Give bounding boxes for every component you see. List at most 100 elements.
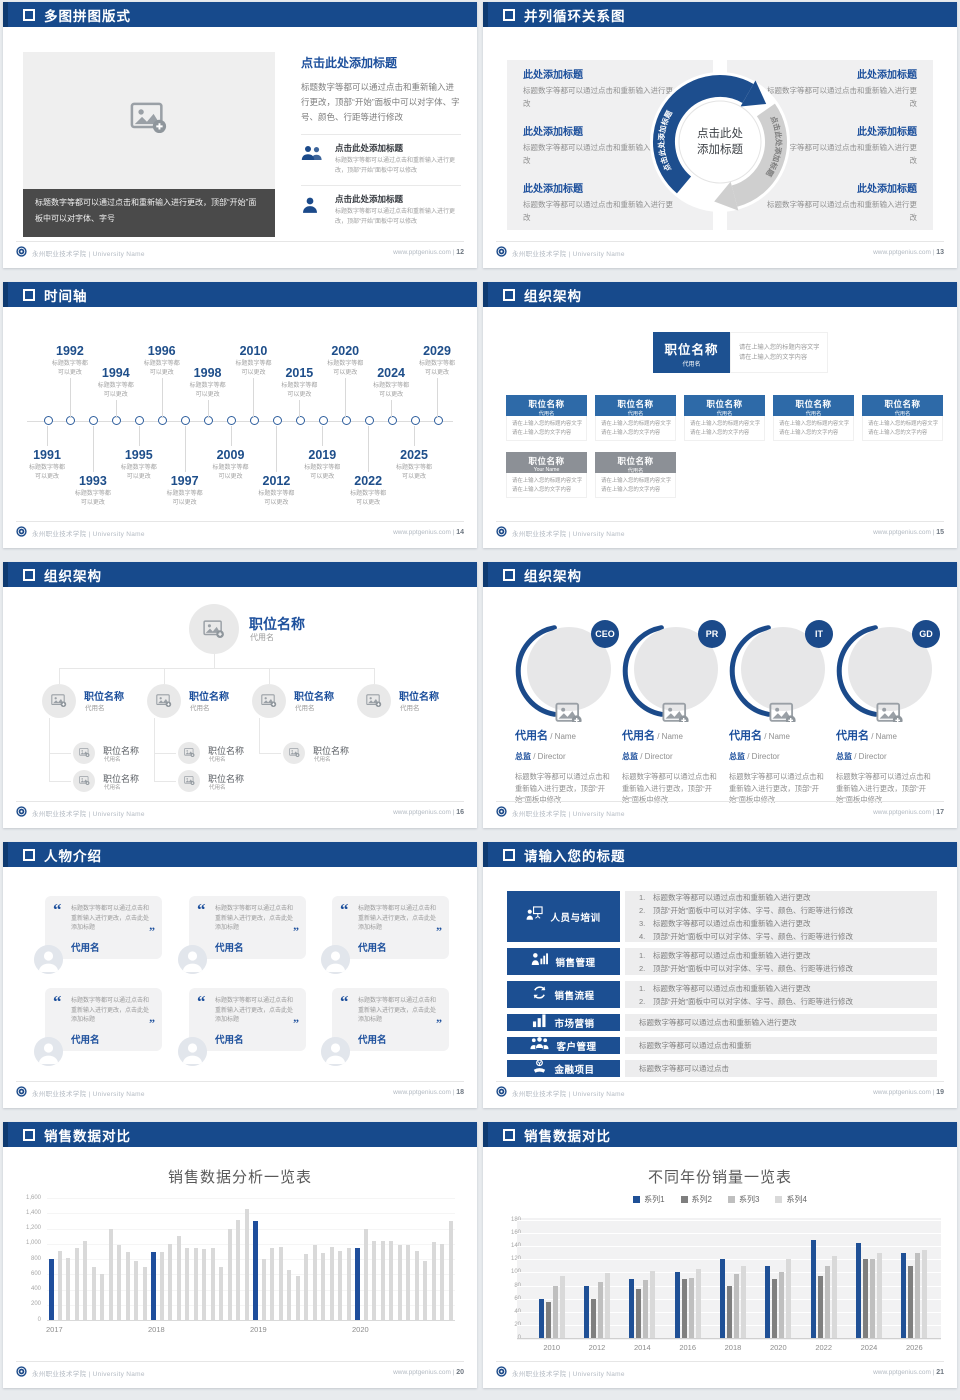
- quote-card: “ ” 标题数字等都可以通过点击和重新输入进行更改，点击此处添加标题 代用名: [45, 988, 162, 1051]
- bar: [431, 1242, 436, 1320]
- y-axis-tick-label: 140: [510, 1243, 521, 1250]
- org-root-card: 职位名称 代用名: [653, 332, 730, 373]
- bar: [236, 1220, 240, 1320]
- agenda-line-number: 1.: [639, 983, 646, 993]
- person-role: 总监: [622, 752, 638, 761]
- slide-13-cycle-diagram[interactable]: 并列循环关系图 此处添加标题 标题数字等都可以通过点击和重新输入进行更改 此处添加标…: [483, 2, 957, 268]
- agenda-button-3[interactable]: 销售流程: [507, 981, 620, 1008]
- note-line: 标题数字等都: [189, 383, 226, 389]
- open-quote-icon: “: [340, 900, 349, 919]
- agenda-line-text: 顶部“开始”面板中可以对字体、字号、颜色、行距等进行修改: [653, 905, 853, 915]
- timeline-year-label: 1996 标题数字等都 可以更改: [135, 344, 189, 377]
- slide-16-org-chart-tree[interactable]: 组织架构 职位名称 代用名 职位名称 代用名 职位名称 代用名 职位名称 代用名 职位名称 代用名…: [3, 562, 477, 828]
- footer-organization: 永州职业技术学院 | University Name: [512, 1090, 625, 1098]
- footer-site: www.pptgenius.com |: [393, 529, 457, 536]
- avatar: [178, 1037, 207, 1066]
- org-card-alias: 代用名: [627, 468, 644, 474]
- image-icon: [183, 776, 194, 786]
- item-text: 标题数字等都可以通过点击和重新输入进行更改，顶部“开始”面板中可以修改: [335, 209, 456, 225]
- university-logo-icon: [16, 1366, 27, 1379]
- series-bar: [856, 1242, 861, 1338]
- slide-20-sales-bar-chart[interactable]: 销售数据对比 销售数据分析一览表 0 200 400 600 800 1,000 1,200…: [3, 1122, 477, 1388]
- bar: [108, 1228, 113, 1320]
- note-line: 可以更改: [333, 369, 358, 376]
- legend-item: 系列1: [633, 1194, 665, 1205]
- org-card-name: 职位名称: [706, 399, 743, 409]
- item-text: 标题数字等都可以通过点击和重新输入进行更改，顶部“开始”面板中可以修改: [335, 158, 456, 174]
- card-line: 请在上输入您的标题内容文字: [512, 478, 583, 484]
- agenda-button-label: 客户管理: [556, 1041, 597, 1053]
- series-bar: [779, 1272, 785, 1338]
- agenda-button-1[interactable]: 人员与培训: [507, 891, 620, 942]
- timeline-stem: [92, 426, 94, 472]
- note-line: 标题数字等都: [396, 465, 433, 471]
- org-card-name: 职位名称: [528, 399, 565, 409]
- card-line: 请在上输入您的文字内容: [601, 429, 661, 436]
- org-child-name: 职位名称: [103, 746, 140, 756]
- close-quote-icon: ”: [149, 924, 155, 938]
- image-caption: 标题数字等都可以通过点击和重新输入进行更改，顶部“开始”面板中可以对字体、字号: [23, 189, 275, 237]
- bar: [168, 1243, 172, 1320]
- close-quote-icon: ”: [293, 924, 299, 938]
- note-line: 标题数字等都: [97, 383, 134, 389]
- agenda-button-5[interactable]: 客户管理: [507, 1037, 620, 1054]
- slide-18-people-intro[interactable]: 人物介绍 “” 标题数字等都可以通过点击和重新输入进行更改，点击此处添加标题 代用名…: [3, 842, 477, 1108]
- cycle-arrows-diagram: 点击此处添加标题 点击此处添加标题: [640, 62, 800, 222]
- slide-header: 销售数据对比: [3, 1122, 477, 1147]
- quote-name: 代用名: [358, 943, 387, 954]
- series-bar: [765, 1265, 771, 1338]
- agenda-line-number: 1.: [639, 892, 646, 902]
- timeline-year-label: 1992 标题数字等都 可以更改: [43, 344, 97, 377]
- note-line: 标题数字等都: [350, 491, 387, 497]
- footer-page-number: 16: [456, 809, 464, 816]
- timeline-year-label: 1998 标题数字等都 可以更改: [181, 366, 235, 399]
- card-line: 请在上输入您的文字内容: [690, 429, 750, 436]
- agenda-line-number: 1.: [639, 950, 646, 960]
- timeline-year-label: 2012 标题数字等都 可以更改: [249, 474, 303, 507]
- series-bar: [908, 1265, 914, 1338]
- slide-17-org-chart-people[interactable]: 组织架构 CEO 代用名 / Name 总监 / Director 标题数字等都可以通…: [483, 562, 957, 828]
- image-icon: [78, 748, 89, 758]
- timeline-dot: [112, 416, 122, 425]
- open-quote-icon: “: [53, 900, 62, 919]
- slide-19-agenda-list[interactable]: 请输入您的标题 人员与培训 1. 标题数字等都可以通过点击和重新输入进行更改 2. 顶部…: [483, 842, 957, 1108]
- slide-15-org-chart-cards[interactable]: 组织架构 职位名称 代用名 请在上输入您的标题内容文字 请在上输入您的文字内容 职…: [483, 282, 957, 548]
- agenda-line-number: 2.: [639, 963, 646, 973]
- legend-swatch: [775, 1196, 783, 1203]
- avatar: [34, 945, 63, 974]
- footer-site: www.pptgenius.com |: [393, 249, 457, 256]
- agenda-line-number: 2.: [639, 996, 646, 1006]
- timeline-stem: [391, 400, 393, 418]
- bar-chart-icon: [532, 1013, 547, 1033]
- note-line: 标题数字等都: [418, 361, 455, 367]
- org-card-header: 职位名称 代用名: [862, 395, 943, 417]
- chart-title: 不同年份销量一览表: [647, 1169, 792, 1186]
- slide-14-timeline[interactable]: 时间轴 1991 标题数字等都 可以更改 1992 标题数字等都 可以更改 1993 标题数字…: [3, 282, 477, 548]
- chart-legend: 系列1 系列2 系列3 系列4: [483, 1194, 957, 1205]
- agenda-button-6[interactable]: 金融项目: [507, 1058, 620, 1077]
- university-logo-icon: [496, 246, 507, 259]
- slide-12-multi-image-layout[interactable]: 多图拼图版式 标题数字等都可以通过点击和重新输入进行更改，顶部“开始”面板中可以…: [3, 2, 477, 268]
- org-card: 职位名称 代用名 请在上输入您的标题内容文字 请在上输入您的文字内容: [684, 395, 765, 441]
- avatar: [178, 945, 207, 974]
- slide-footer: 永州职业技术学院 | University Name www.pptgenius.…: [16, 801, 464, 823]
- agenda-button-4[interactable]: 市场营销: [507, 1013, 620, 1033]
- slide-title: 销售数据对比: [524, 1128, 611, 1144]
- timeline-note: 标题数字等都 可以更改: [318, 360, 372, 377]
- highlight-bar: [355, 1247, 360, 1320]
- open-quote-icon: “: [53, 992, 62, 1011]
- footer-site-page: www.pptgenius.com | 21: [873, 1369, 944, 1376]
- series-bar: [915, 1252, 921, 1338]
- timeline-year-label: 2020 标题数字等都 可以更改: [318, 344, 372, 377]
- y-axis-tick-label: 160: [510, 1230, 521, 1237]
- agenda-button-2[interactable]: 销售管理: [507, 948, 620, 975]
- note-line: 可以更改: [80, 499, 105, 506]
- bar: [304, 1253, 308, 1320]
- gridline: [47, 1243, 455, 1245]
- note-line: 可以更改: [149, 369, 174, 376]
- icon-item-list: 点击此处添加标题 标题数字等都可以通过点击和重新输入进行更改，顶部“开始”面板中可…: [301, 134, 461, 227]
- org-card-body: 请在上输入您的标题内容文字 请在上输入您的文字内容: [773, 416, 854, 441]
- image-icon: [156, 694, 172, 708]
- agenda-line-number: 3.: [639, 918, 646, 928]
